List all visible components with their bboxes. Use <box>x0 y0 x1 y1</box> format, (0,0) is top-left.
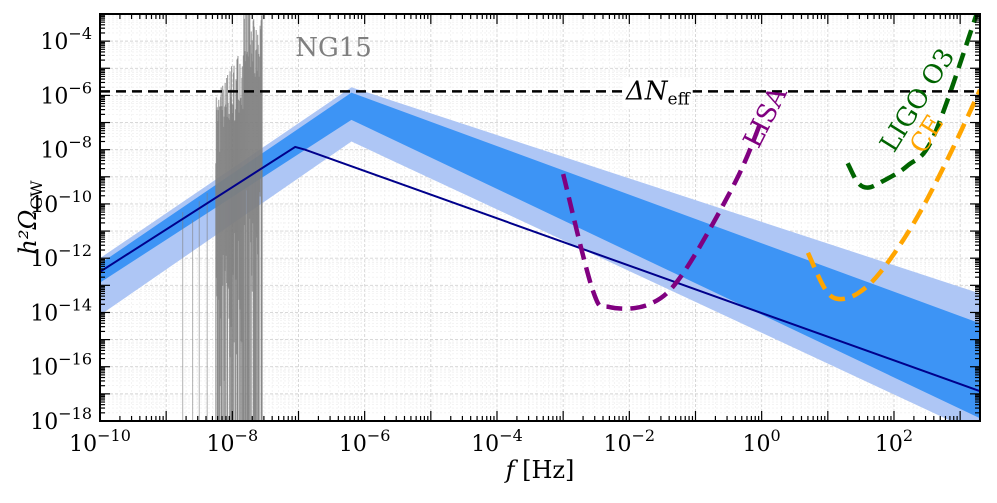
axes-frame <box>99 13 981 422</box>
y-axis-title: h²ΩGW <box>14 180 46 255</box>
y-tick-label: 10−4 <box>40 24 92 55</box>
y-tick-label: 10−10 <box>30 187 92 218</box>
signal-outer-band <box>100 87 980 421</box>
axes: 10−10 10−8 10−6 10−4 10−2 100 102 10−18 10−16 10−… <box>14 13 981 484</box>
x-tick-label: 102 <box>875 426 913 457</box>
x-tick-label: 10−8 <box>207 426 259 457</box>
x-tick-label: 10−10 <box>69 426 131 457</box>
ligo-o3-curve <box>845 14 979 190</box>
ng15-posteriors <box>182 14 263 421</box>
y-tick-label: 10−18 <box>30 404 92 435</box>
y-tick-label: 10−16 <box>30 350 92 381</box>
y-tick-label: 10−14 <box>30 295 92 326</box>
x-tick-label: 100 <box>743 426 781 457</box>
x-axis-title: f [Hz] <box>504 456 575 484</box>
y-tick-label: 10−12 <box>30 241 92 272</box>
delta-neff-label-bg <box>622 77 693 108</box>
plot-area <box>100 14 980 421</box>
y-tick-label: 10−8 <box>40 133 92 164</box>
signal-central-line <box>100 145 980 393</box>
y-tick-label: 10−6 <box>40 78 92 109</box>
x-tick-label: 10−4 <box>471 426 523 457</box>
lisa-curve <box>560 118 764 311</box>
x-tick-label: 10−6 <box>339 426 391 457</box>
x-tick-label: 10−2 <box>604 426 656 457</box>
delta-neff-label: ΔNeff <box>625 77 692 110</box>
ng15-label: NG15 <box>295 33 372 63</box>
